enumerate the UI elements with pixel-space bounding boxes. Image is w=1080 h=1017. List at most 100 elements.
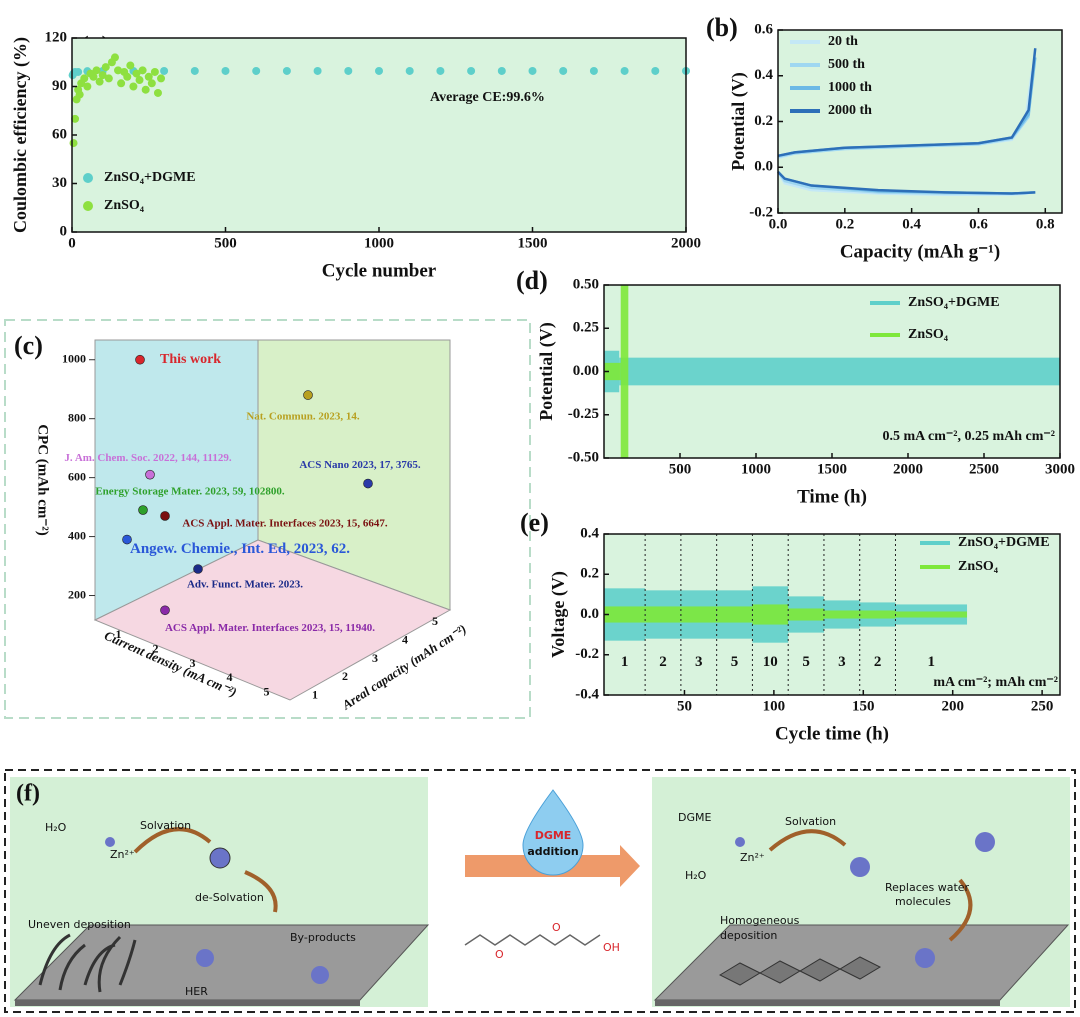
x-tick-label: 0.6: [969, 216, 988, 232]
y-tick-label: 0.25: [573, 320, 599, 336]
legend-marker: [83, 201, 93, 211]
diagram-label: H₂O: [685, 869, 707, 882]
dgme-structure: [464, 934, 601, 946]
legend-label: ZnSO₄: [908, 327, 949, 342]
y-tick-label: 0.0: [580, 606, 599, 622]
x-tick-label: 100: [763, 698, 786, 714]
y-tick-label: -0.25: [568, 406, 599, 422]
y-tick-label: -0.50: [568, 449, 599, 465]
rate-label: 2: [659, 654, 667, 670]
point: [559, 66, 568, 75]
x-tick-label: 1: [116, 627, 122, 641]
line: [777, 48, 1037, 195]
point: [620, 66, 629, 75]
point: [363, 478, 373, 489]
point: [69, 139, 78, 148]
point: [71, 114, 80, 123]
x-tick-label: 0.8: [1036, 216, 1055, 232]
diagram-label: O: [552, 921, 561, 934]
panel-label: (b): [706, 13, 738, 42]
x-tick-label: 2500: [969, 461, 999, 477]
y-tick-label: 0.00: [573, 363, 599, 379]
desolvation-arrow: [244, 870, 278, 913]
diagram-label: Solvation: [140, 819, 191, 832]
voltage-band: [788, 608, 824, 621]
diagram-label: Homogeneous: [720, 914, 800, 927]
point: [141, 85, 150, 94]
point: [153, 88, 162, 97]
point-label: Angew. Chemie., Int. Ed, 2023, 62.: [130, 541, 350, 557]
panel-label: (c): [14, 331, 43, 360]
voltage-band: [619, 357, 1060, 386]
rate-label: 3: [695, 654, 703, 670]
y-tick-label: 0: [60, 223, 68, 239]
point: [405, 66, 414, 75]
point: [436, 66, 445, 75]
diagram-label: Uneven deposition: [28, 918, 131, 931]
y-tick-label: 0.2: [754, 113, 773, 129]
y-tick-label: -0.4: [575, 686, 599, 702]
plot-background: [778, 30, 1062, 213]
point: [375, 66, 383, 75]
point: [98, 71, 107, 80]
diagram-label: Replaces water: [885, 881, 970, 894]
x-tick-label: 50: [677, 698, 692, 714]
point: [651, 66, 660, 75]
diagram-label: Zn²⁺: [110, 848, 135, 861]
x-tick-label: 0.0: [769, 216, 788, 232]
solvation-arrow-right: [768, 829, 847, 852]
point: [313, 66, 322, 75]
annotation: Average CE:99.6%: [430, 90, 545, 105]
point-label: ACS Appl. Mater. Interfaces 2023, 15, 66…: [182, 517, 387, 529]
point-label: Nat. Commun. 2023, 14.: [246, 411, 360, 423]
point: [282, 66, 291, 75]
legend-label: 20 th: [828, 34, 858, 49]
point: [160, 511, 170, 521]
x-axis-label: Time (h): [797, 486, 867, 507]
point-label: ACS Appl. Mater. Interfaces 2023, 15, 11…: [165, 622, 375, 634]
y-axis-label: Potential (V): [536, 322, 557, 420]
point: [221, 66, 230, 75]
x-tick-label: 0: [68, 235, 76, 251]
dendrites: [38, 933, 137, 993]
point: [160, 605, 170, 616]
point: [117, 79, 126, 88]
y-tick-label: -0.2: [575, 646, 599, 662]
y-axis-label: CPC (mAh cm⁻²): [35, 424, 51, 536]
x-tick-label: 2000: [893, 461, 923, 477]
y-tick-label: 800: [68, 410, 86, 424]
point: [123, 72, 132, 81]
y-tick-label: 90: [52, 78, 67, 94]
point: [144, 72, 153, 81]
voltage-band: [752, 604, 789, 625]
z-tick-label: 4: [402, 632, 408, 646]
voltage-band: [645, 606, 681, 623]
point: [138, 66, 147, 75]
point: [110, 53, 119, 62]
diagram-label: DGME: [535, 829, 572, 842]
plot-data: [604, 285, 1060, 458]
point: [101, 63, 110, 72]
y-tick-label: 0.50: [573, 276, 599, 292]
voltage-band: [680, 606, 717, 623]
point-label: Energy Storage Mater. 2023, 59, 102800.: [95, 486, 285, 498]
rate-label: 2: [874, 654, 882, 670]
point: [129, 82, 138, 91]
rate-label: 1: [927, 654, 935, 670]
point: [252, 66, 261, 75]
z-tick-label: 2: [342, 669, 348, 683]
z-tick-label: 1: [312, 688, 318, 702]
left-electrode-edge: [15, 1000, 360, 1006]
point-label: J. Am. Chem. Soc. 2022, 144, 11129.: [64, 452, 231, 464]
point: [303, 390, 313, 400]
drop: [522, 789, 584, 876]
x-tick-label: 0.4: [902, 216, 921, 232]
legend-label: 500 th: [828, 57, 865, 72]
x-tick-label: 200: [941, 698, 964, 714]
x-tick-label: 500: [214, 235, 237, 251]
point: [74, 67, 83, 76]
diagram-label: DGME: [678, 811, 711, 824]
voltage-band: [859, 610, 896, 619]
y-axis-label: Voltage (V): [548, 571, 569, 658]
